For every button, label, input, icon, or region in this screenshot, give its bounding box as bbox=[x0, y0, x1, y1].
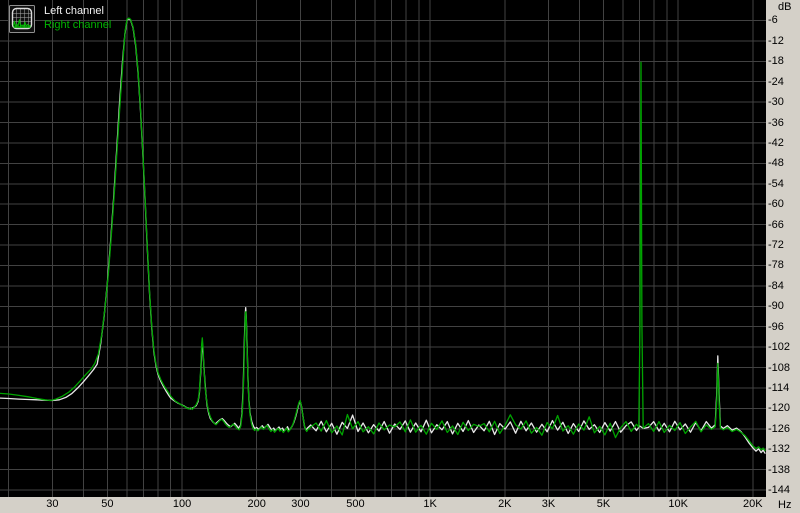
db-tick-label: -12 bbox=[768, 34, 784, 47]
db-tick-label: -144 bbox=[768, 484, 791, 496]
freq-tick-label: 5K bbox=[596, 498, 611, 510]
plot-area[interactable]: Left channel Right channel bbox=[0, 0, 766, 497]
db-tick-label: -54 bbox=[768, 177, 784, 190]
freq-tick-label: 1K bbox=[423, 498, 437, 510]
freq-tick-label: 300 bbox=[291, 498, 310, 510]
freq-tick-label: 3K bbox=[541, 498, 556, 510]
freq-tick-label: 10K bbox=[668, 498, 688, 510]
db-tick-label: -126 bbox=[768, 422, 791, 435]
db-tick-label: -138 bbox=[768, 463, 791, 476]
frequency-axis: 30 50 100 200 300 500 1K 2K 3K 5K 10K 20K bbox=[0, 497, 766, 513]
db-unit-label: dB bbox=[778, 1, 792, 13]
freq-tick-label: 200 bbox=[247, 498, 266, 510]
db-tick-label: -42 bbox=[768, 136, 784, 149]
db-tick-label: -30 bbox=[768, 96, 784, 109]
freq-tick-label: 500 bbox=[346, 498, 365, 510]
db-tick-label: -6 bbox=[768, 14, 778, 27]
db-tick-label: -36 bbox=[768, 116, 784, 129]
spectrum-icon-button[interactable] bbox=[9, 5, 35, 33]
freq-tick-label: 20K bbox=[743, 498, 763, 510]
spectrum-icon bbox=[9, 5, 35, 33]
series-right-channel bbox=[0, 17, 766, 452]
db-tick-label: -66 bbox=[768, 218, 784, 231]
db-tick-label: -108 bbox=[768, 361, 791, 374]
db-tick-label: -78 bbox=[768, 259, 784, 272]
db-tick-label: -84 bbox=[768, 279, 784, 292]
db-tick-label: -114 bbox=[768, 381, 790, 394]
db-axis: dB Hz -6 -12 -18 -24 -30 -36 -42 -48 -54 -60 -66 -7… bbox=[766, 0, 800, 513]
freq-tick-label: 2K bbox=[498, 498, 512, 510]
db-tick-label: -132 bbox=[768, 443, 791, 456]
db-tick-label: -60 bbox=[768, 198, 784, 211]
legend-left-channel-label: Left channel bbox=[44, 5, 104, 17]
db-tick-label: -102 bbox=[768, 341, 791, 354]
db-tick-label: -48 bbox=[768, 157, 784, 170]
db-tick-label: -96 bbox=[768, 320, 784, 333]
hz-unit-label: Hz bbox=[778, 499, 792, 511]
legend-right-channel-label: Right channel bbox=[44, 19, 112, 31]
freq-tick-label: 100 bbox=[172, 498, 192, 510]
db-tick-label: -120 bbox=[768, 402, 791, 415]
legend: Left channel Right channel bbox=[0, 0, 240, 40]
freq-tick-label: 30 bbox=[46, 498, 59, 510]
db-tick-label: -24 bbox=[768, 75, 784, 88]
db-tick-label: -18 bbox=[768, 55, 784, 68]
db-tick-label: -90 bbox=[768, 300, 784, 313]
freq-tick-label: 50 bbox=[101, 498, 114, 510]
spectrum-chart bbox=[0, 0, 766, 497]
db-tick-label: -72 bbox=[768, 239, 784, 251]
